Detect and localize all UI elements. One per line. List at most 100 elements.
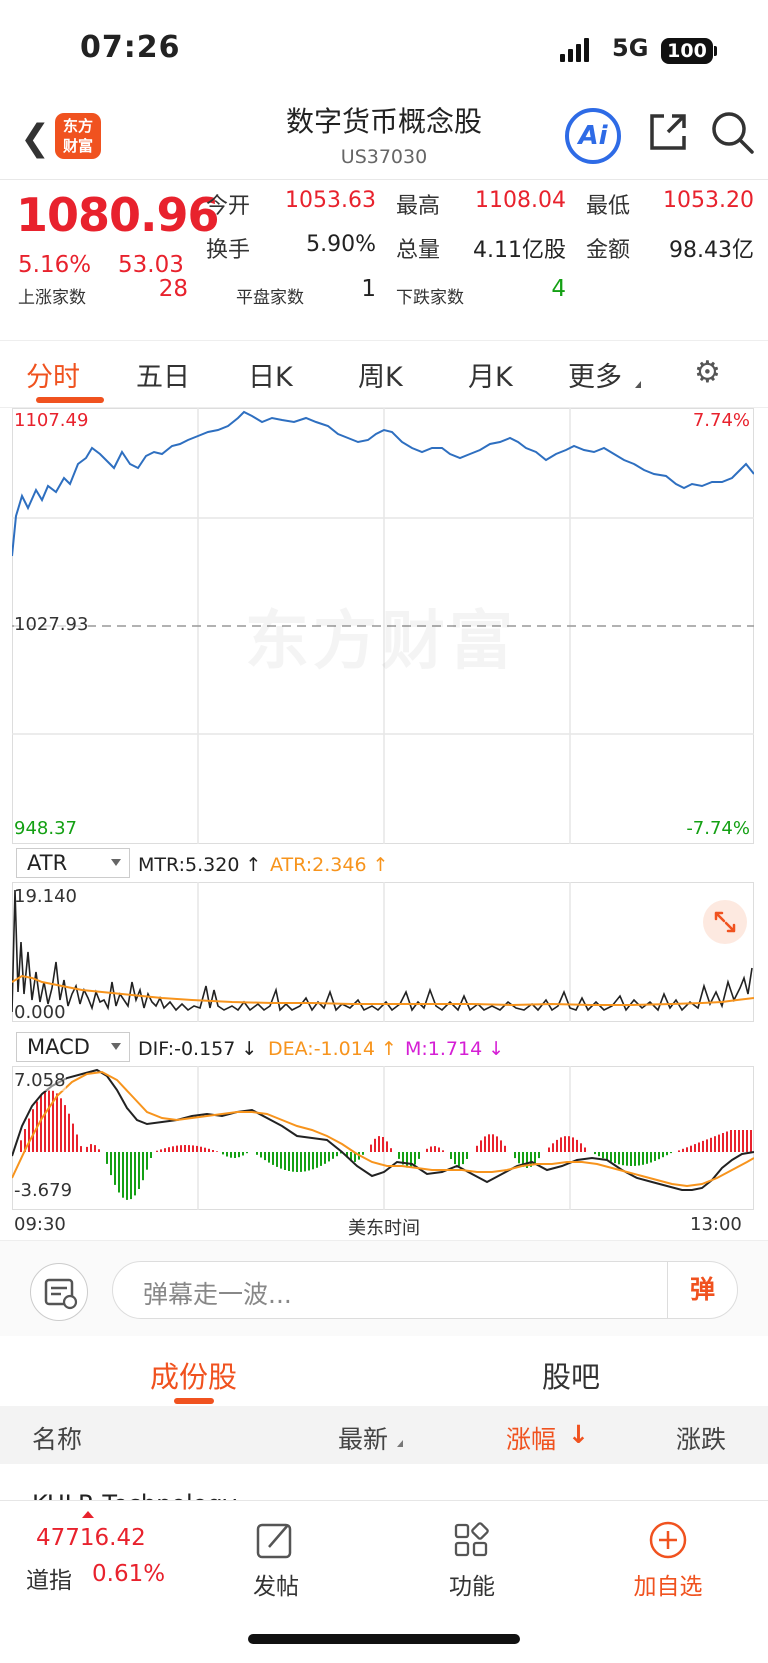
col-change-pct[interactable]: 涨幅	[506, 1425, 557, 1454]
macd-histogram-bar	[576, 1139, 578, 1152]
gear-icon[interactable]: ⚙	[694, 355, 721, 390]
macd-histogram-bar	[518, 1152, 520, 1164]
time-axis-end: 13:00	[690, 1214, 742, 1235]
macd-histogram-bar	[484, 1136, 486, 1152]
macd-histogram-bar	[216, 1151, 218, 1152]
macd-histogram-bar	[238, 1152, 240, 1158]
active-segment-indicator	[174, 1398, 214, 1404]
macd-histogram-bar	[264, 1152, 266, 1161]
macd-histogram-bar	[430, 1146, 432, 1152]
macd-histogram-bar	[312, 1152, 314, 1170]
macd-histogram-bar	[742, 1130, 744, 1152]
tab-five-day[interactable]: 五日	[136, 362, 190, 393]
macd-histogram-bar	[738, 1130, 740, 1152]
logo-text: 东方财富	[62, 117, 93, 155]
macd-histogram-bar	[346, 1152, 348, 1158]
macd-histogram-bar	[378, 1136, 380, 1152]
tab-more[interactable]: 更多	[568, 362, 622, 393]
macd-histogram-bar	[706, 1139, 708, 1152]
macd-histogram-bar	[256, 1152, 258, 1155]
col-name[interactable]: 名称	[32, 1425, 83, 1454]
segment-tabs: 成份股 股吧	[0, 1336, 768, 1406]
macd-histogram-bar	[694, 1144, 696, 1152]
down-count: 4	[551, 276, 566, 302]
back-icon[interactable]: ❮	[20, 118, 51, 159]
post-button[interactable]: 发帖	[236, 1519, 316, 1600]
danmu-input[interactable]: 弹幕走一波... 弹	[112, 1261, 738, 1319]
macd-histogram-bar	[40, 1095, 42, 1152]
macd-histogram-bar	[320, 1152, 322, 1166]
macd-histogram-bar	[386, 1141, 388, 1152]
search-icon[interactable]	[710, 110, 756, 156]
macd-histogram-bar	[180, 1145, 182, 1152]
tab-weekly-k[interactable]: 周K	[358, 362, 403, 393]
sort-caret-icon	[397, 1440, 403, 1447]
macd-histogram-bar	[710, 1137, 712, 1152]
tab-forum[interactable]: 股吧	[542, 1360, 601, 1394]
macd-histogram-bar	[382, 1137, 384, 1152]
table-header: 名称 最新 涨幅 ↓ 涨跌	[0, 1406, 768, 1464]
macd-histogram-bar	[156, 1150, 158, 1152]
macd-histogram-bar	[134, 1152, 136, 1196]
last-price: 1080.96	[16, 188, 220, 242]
macd-histogram-bar	[626, 1152, 628, 1166]
macd-histogram-bar	[402, 1152, 404, 1165]
macd-histogram-bar	[304, 1152, 306, 1172]
atr-selector[interactable]: ATR	[16, 848, 130, 878]
col-change[interactable]: 涨跌	[676, 1425, 727, 1454]
functions-button[interactable]: 功能	[432, 1519, 512, 1600]
macd-selector[interactable]: MACD	[16, 1032, 130, 1062]
macd-histogram-bar	[68, 1113, 70, 1152]
macd-selector-label: MACD	[27, 1035, 90, 1059]
macd-histogram-bar	[434, 1146, 436, 1152]
macd-histogram-bar	[666, 1152, 668, 1156]
macd-histogram-bar	[454, 1152, 456, 1165]
macd-histogram-bar	[350, 1152, 352, 1162]
ai-button[interactable]: Ai	[565, 108, 621, 164]
macd-histogram-bar	[734, 1130, 736, 1152]
index-percent: 0.61%	[92, 1561, 166, 1587]
tab-constituents[interactable]: 成份股	[150, 1360, 238, 1394]
macd-histogram-bar	[370, 1144, 372, 1152]
macd-histogram-bar	[196, 1145, 198, 1152]
macd-histogram-bar	[492, 1134, 494, 1152]
network-type: 5G	[612, 34, 649, 62]
macd-histogram-bar	[86, 1146, 88, 1152]
tab-daily-k[interactable]: 日K	[248, 362, 293, 393]
macd-histogram-bar	[722, 1133, 724, 1152]
macd-histogram-bar	[654, 1152, 656, 1161]
expand-icon[interactable]	[703, 900, 747, 944]
macd-histogram-bar	[726, 1131, 728, 1152]
high-label: 最高	[396, 194, 441, 219]
col-latest[interactable]: 最新	[338, 1425, 389, 1454]
note-button[interactable]	[30, 1263, 88, 1321]
mtr-line	[12, 889, 753, 1013]
macd-histogram-bar	[114, 1152, 116, 1185]
volume-value: 4.11亿股	[473, 238, 566, 263]
macd-histogram-bar	[98, 1149, 100, 1152]
page-code: US37030	[340, 146, 428, 168]
macd-histogram-bar	[118, 1152, 120, 1193]
macd-histogram-bar	[670, 1152, 672, 1154]
time-axis-mid: 美东时间	[348, 1218, 420, 1239]
period-tabs: 分时 五日 日K 周K 月K 更多 ⚙	[0, 340, 768, 408]
macd-histogram-bar	[534, 1152, 536, 1164]
macd-histogram-bar	[418, 1152, 420, 1159]
add-watchlist-button[interactable]: 加自选	[618, 1519, 718, 1600]
macd-histogram-bar	[458, 1152, 460, 1166]
macd-histogram-bar	[500, 1140, 502, 1152]
danmu-button[interactable]: 弹	[667, 1262, 737, 1318]
tab-intraday[interactable]: 分时	[26, 362, 80, 393]
macd-histogram-bar	[168, 1147, 170, 1152]
edit-icon	[256, 1523, 292, 1559]
share-icon[interactable]	[646, 110, 690, 154]
index-value[interactable]: 47716.42	[36, 1525, 146, 1551]
chevron-down-icon	[111, 859, 121, 866]
macd-histogram-bar	[614, 1152, 616, 1164]
macd-histogram-bar	[730, 1130, 732, 1152]
macd-histogram-bar	[212, 1150, 214, 1152]
macd-histogram-bar	[718, 1134, 720, 1152]
tab-monthly-k[interactable]: 月K	[468, 362, 513, 393]
amount-label: 金额	[586, 238, 631, 263]
table-row[interactable]: KULR Technology	[0, 1464, 768, 1500]
